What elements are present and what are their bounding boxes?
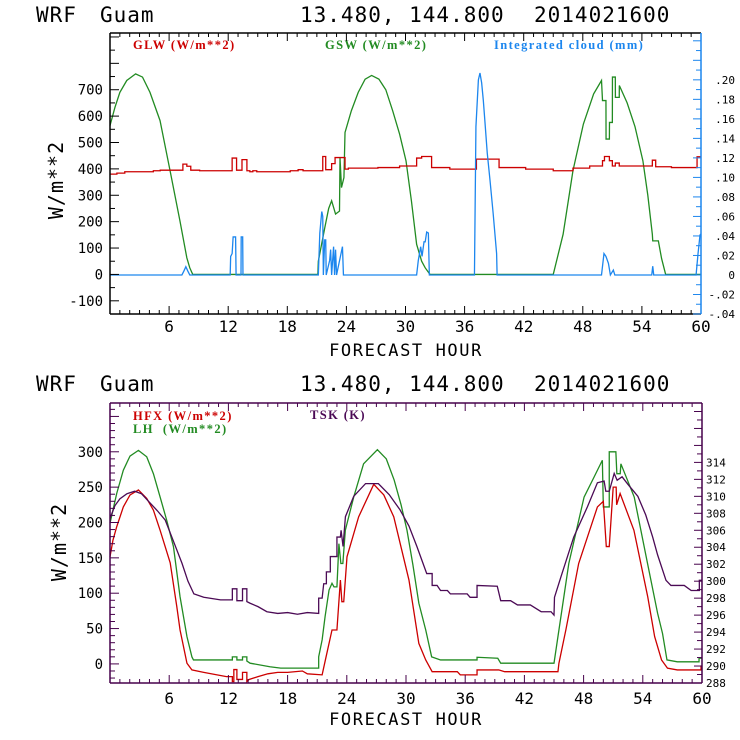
y-tick-label: 300 [78,445,103,461]
legend-integrated-cloud: Integrated cloud (mm) [494,38,644,52]
y-axis-title: W/m**2 [44,141,68,219]
tick-labels: 6 12 18 24 30 36 42 48 54 60 0 50 100 150 200 250 300 288… [78,445,727,708]
tick-marks [110,402,702,684]
y2-tick-label: 300 [706,575,726,588]
y2-tick-label: -.04 [709,308,736,321]
y-tick-label: 200 [78,515,103,531]
x-tick-label: 24 [337,317,356,336]
y2-tick-label: 314 [706,456,726,469]
panel-surface-fluxes: WRF Guam 13.480, 144.800 2014021600 HFX … [36,372,726,730]
y2-tick-label: .12 [715,152,735,165]
y-tick-label: 100 [78,241,103,257]
x-tick-label: 30 [396,689,415,708]
y2-tick-label: 310 [706,490,726,503]
x-tick-label: 42 [514,317,533,336]
x-tick-label: 54 [633,689,652,708]
legend-glw: GLW (W/m**2) [133,38,236,52]
legend-lh: LH (W/m**2) [133,422,228,436]
y-tick-label: 0 [95,267,103,283]
title-model: WRF [36,372,77,396]
y-tick-label: 700 [78,83,103,99]
x-tick-label: 18 [278,689,297,708]
x-tick-label: 12 [219,689,238,708]
x-tick-label: 18 [278,317,297,336]
series-line-glw [110,155,701,175]
y2-tick-label: 296 [706,609,726,622]
x-tick-label: 6 [164,689,174,708]
x-tick-label: 36 [456,689,475,708]
y-tick-label: 0 [95,657,103,673]
tick-labels: 6 12 18 24 30 36 42 48 54 60 -100 0 100 200 300 400 500 6… [69,74,735,336]
y2-tick-label: .14 [715,132,735,145]
title-init-time: 2014021600 [534,372,670,396]
x-tick-label: 36 [455,317,474,336]
x-tick-label: 12 [219,317,238,336]
series-line-cloud [110,72,702,277]
plot-area: 6 12 18 24 30 36 42 48 54 60 0 50 100 150 200 250 300 288… [78,402,727,708]
title-model: WRF [36,3,77,27]
y2-tick-label: 290 [706,660,726,673]
y2-tick-label: 298 [706,592,726,605]
y2-tick-label: .02 [715,249,735,262]
series-line-hfx [109,483,702,684]
y-tick-label: 600 [78,109,103,125]
y2-tick-label: 308 [706,507,726,520]
y2-tick-label: 302 [706,558,726,571]
x-axis-title: FORECAST HOUR [329,341,483,361]
x-axis-title: FORECAST HOUR [329,710,483,730]
y2-tick-label: .06 [715,210,735,223]
x-tick-label: 60 [692,689,711,708]
legend-hfx: HFX (W/m**2) [133,409,233,423]
y2-tick-label: .04 [715,230,735,243]
x-tick-label: 42 [515,689,534,708]
y-tick-label: -100 [69,294,103,310]
tick-marks [110,33,701,315]
title-init-time: 2014021600 [534,3,670,27]
y2-tick-label: .16 [715,113,735,126]
x-tick-label: 48 [574,689,593,708]
series-layer [109,72,702,277]
x-tick-label: 60 [691,317,710,336]
title-coordinates: 13.480, 144.800 [300,3,505,27]
y2-tick-label: 292 [706,643,726,656]
y2-tick-label: .18 [715,93,735,106]
x-tick-label: 24 [337,689,356,708]
series-line-tsk [109,471,702,617]
y2-tick-label: .08 [715,191,735,204]
y-tick-label: 100 [78,586,103,602]
legend-tsk: TSK (K) [310,408,366,422]
y-tick-label: 200 [78,215,103,231]
y2-tick-label: 288 [706,677,726,690]
x-tick-label: 30 [396,317,415,336]
title-coordinates: 13.480, 144.800 [300,372,505,396]
y-tick-label: 150 [78,551,103,567]
y2-tick-label: -.02 [709,288,736,301]
x-tick-label: 6 [164,317,174,336]
y-tick-label: 500 [78,135,103,151]
y2-tick-label: 304 [706,541,726,554]
y2-tick-label: 312 [706,473,726,486]
y2-tick-label: 294 [706,626,726,639]
title-location: Guam [100,372,155,396]
series-layer [109,448,702,684]
y-tick-label: 400 [78,162,103,178]
y2-tick-label: 306 [706,524,726,537]
x-tick-label: 48 [573,317,592,336]
series-line-gsw [109,73,701,276]
plot-area: 6 12 18 24 30 36 42 48 54 60 -100 0 100 200 300 400 500 6… [69,32,735,336]
x-tick-label: 54 [632,317,651,336]
y-tick-label: 250 [78,480,103,496]
panel-radiation: WRF Guam 13.480, 144.800 2014021600 GLW … [36,3,735,361]
y2-tick-label: .20 [715,74,735,87]
y-tick-label: 50 [86,622,103,638]
y-tick-label: 300 [78,188,103,204]
title-location: Guam [100,3,155,27]
y2-tick-label: .10 [715,171,735,184]
legend-gsw: GSW (W/m**2) [325,38,427,52]
y2-tick-label: 0 [728,269,735,282]
y-axis-title: W/m**2 [47,503,71,581]
